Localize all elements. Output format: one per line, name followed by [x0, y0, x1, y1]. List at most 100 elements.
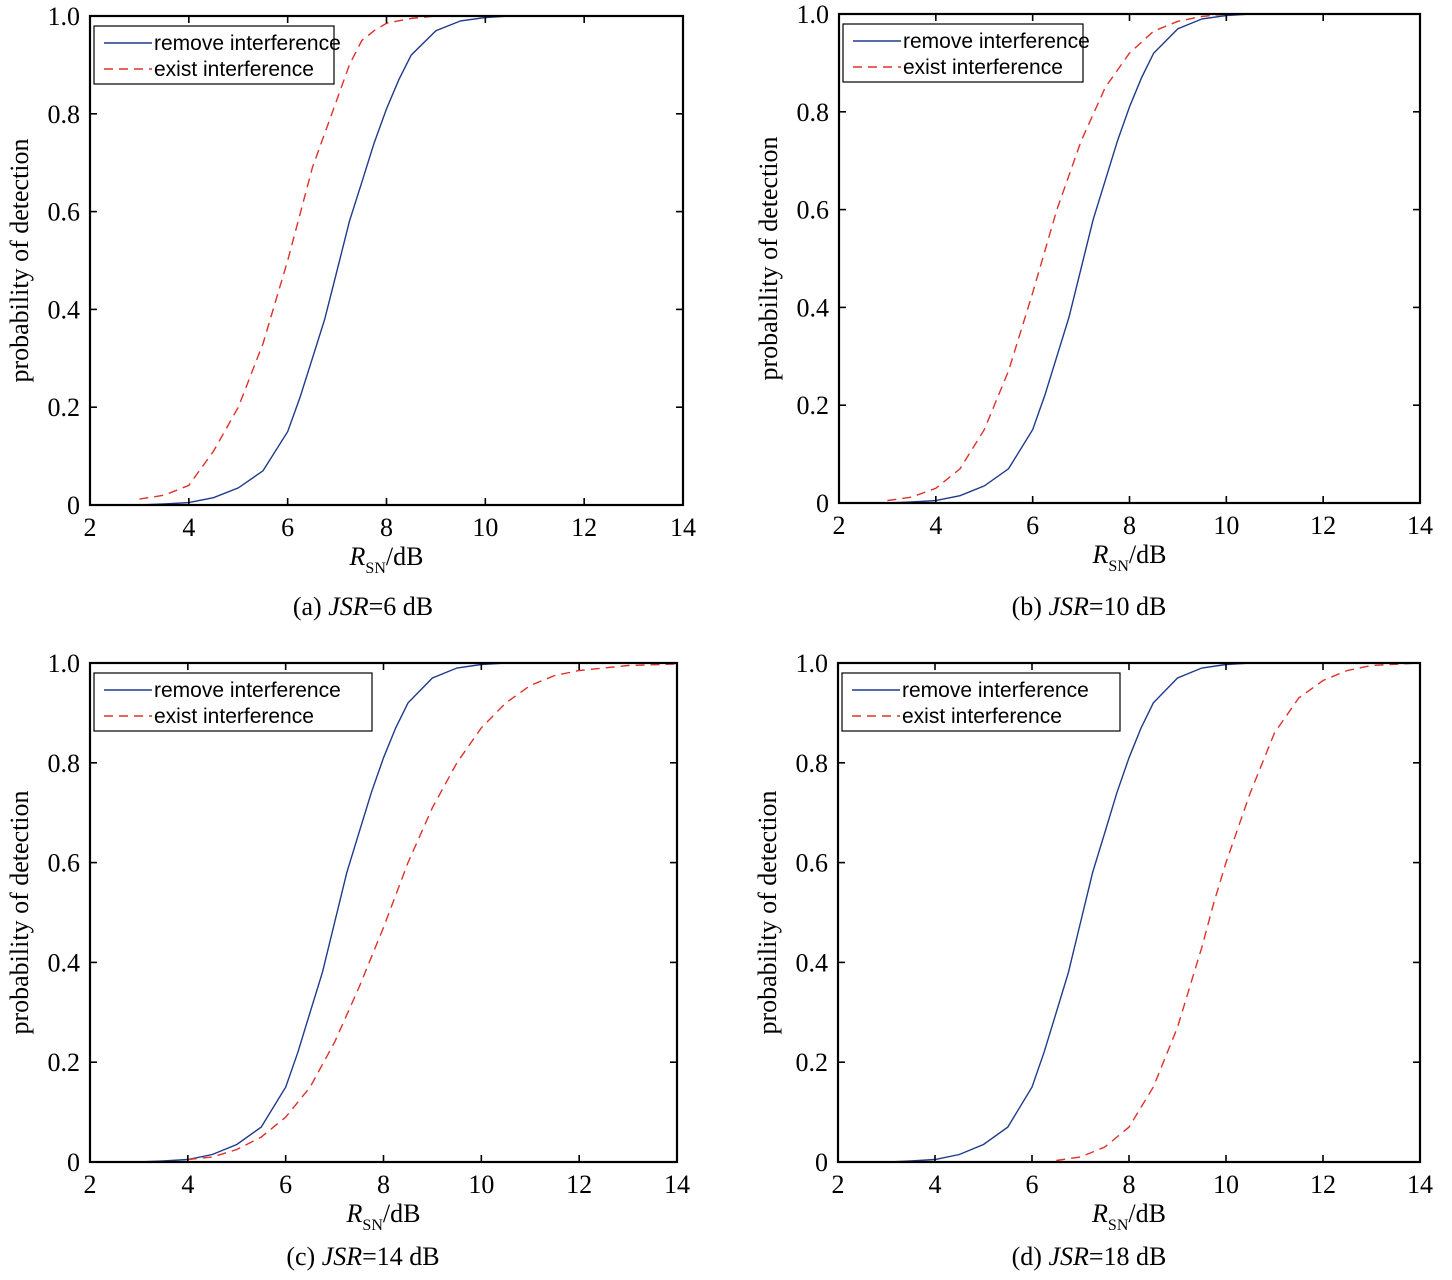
chart-c-series-remove-interference-line: [138, 662, 677, 1163]
chart-d-legend: remove interference exist interference: [841, 672, 1121, 732]
chart-a-x-axis-title: RSN/dB: [349, 542, 424, 577]
chart-b-legend-label: exist interference: [903, 56, 1063, 79]
chart-c-series-exist-interference-line: [187, 663, 678, 1161]
chart-d-y-tick-label: 0.4: [796, 948, 829, 977]
chart-b-y-tick-label: 0.6: [797, 196, 830, 225]
chart-c-plot: 2 4 6 8 10 12 14 0 0.2 0.4 0.6 0.8 1.0 RSN/dB probabil…: [5, 649, 690, 1234]
chart-b-caption: (b) JSR=10 dB: [1011, 592, 1167, 621]
chart-a-plot: 2 4 6 8 10 12 14 0 0.2 0.4 0.6 0.8 1.0 RSN/dB probabil…: [5, 2, 696, 577]
chart-c-x-tick-label: 12: [566, 1170, 592, 1199]
chart-b-x-tick-label: 4: [929, 511, 942, 540]
chart-d-y-tick-label: 0.8: [796, 749, 829, 778]
chart-c-y-axis-title: probability of detection: [5, 790, 34, 1034]
chart-a-series-remove-interference-line: [139, 15, 683, 506]
chart-a-x-tick-label: 2: [84, 513, 97, 542]
chart-b-x-tick-label: 14: [1407, 511, 1433, 540]
chart-panel-a: 2 4 6 8 10 12 14 0 0.2 0.4 0.6 0.8 1.0 RSN/dB probabil…: [0, 0, 726, 640]
chart-a-y-axis-title: probability of detection: [5, 138, 34, 382]
chart-d-caption: (d) JSR=18 dB: [1011, 1242, 1167, 1271]
chart-d-x-tick-label: 4: [929, 1170, 942, 1199]
chart-d-legend-label: remove interference: [902, 679, 1089, 702]
chart-c-x-tick-label: 4: [181, 1170, 194, 1199]
chart-a-legend-label: remove interference: [154, 32, 341, 55]
chart-d-x-tick-label: 8: [1123, 1170, 1136, 1199]
chart-a-x-tick-label: 8: [380, 513, 393, 542]
chart-b-y-tick-label: 0.2: [797, 391, 830, 420]
chart-b-legend-box: [842, 23, 1084, 83]
chart-d-legend-label: exist interference: [902, 705, 1062, 728]
chart-c-legend: remove interference exist interference: [93, 672, 373, 732]
chart-d-y-tick-label: 0.6: [796, 849, 829, 878]
chart-c-y-tick-label: 1.0: [48, 649, 81, 678]
chart-a-y-tick-label: 0.6: [48, 198, 81, 227]
chart-a-x-tick-label: 4: [182, 513, 195, 542]
chart-d-x-tick-label: 12: [1310, 1170, 1336, 1199]
chart-a-axes-frame: [88, 14, 685, 507]
chart-a-x-tick-label: 10: [472, 513, 498, 542]
chart-b-series-remove-interference-line: [887, 13, 1420, 504]
chart-c-caption: (c) JSR=14 dB: [286, 1242, 440, 1271]
chart-d-y-tick-label: 0: [815, 1148, 828, 1177]
chart-panel-b: 2 4 6 8 10 12 14 0 0.2 0.4 0.6 0.8 1.0 RSN/dB probabil…: [726, 0, 1452, 640]
chart-b-x-axis-title: RSN/dB: [1092, 540, 1167, 575]
chart-panel-d: 2 4 6 8 10 12 14 0 0.2 0.4 0.6 0.8 1.0 RSN/dB probabil…: [726, 640, 1452, 1280]
chart-a-x-tick-label: 12: [571, 513, 597, 542]
chart-b-legend: remove interference exist interference: [842, 23, 1090, 83]
chart-b-x-tick-label: 6: [1026, 511, 1039, 540]
chart-b-y-tick-label: 0.4: [797, 293, 830, 322]
chart-c-y-tick-label: 0.8: [48, 749, 81, 778]
chart-b-plot: 2 4 6 8 10 12 14 0 0.2 0.4 0.6 0.8 1.0 RSN/dB probabil…: [754, 0, 1433, 575]
chart-b-axes-frame: [837, 12, 1422, 505]
chart-d-plot: 2 4 6 8 10 12 14 0 0.2 0.4 0.6 0.8 1.0 RSN/dB probabil…: [753, 649, 1433, 1234]
chart-b-x-tick-label: 2: [833, 511, 846, 540]
chart-c-x-axis-title: RSN/dB: [346, 1199, 421, 1234]
chart-panel-c: 2 4 6 8 10 12 14 0 0.2 0.4 0.6 0.8 1.0 RSN/dB probabil…: [0, 640, 726, 1280]
chart-c-legend-box: [93, 672, 373, 732]
chart-a-x-tick-label: 6: [281, 513, 294, 542]
chart-b-y-axis-title: probability of detection: [754, 136, 783, 380]
chart-c-x-tick-label: 14: [664, 1170, 690, 1199]
chart-c-y-tick-label: 0.6: [48, 849, 81, 878]
chart-d-x-axis-title: RSN/dB: [1091, 1199, 1166, 1234]
chart-d-x-tick-label: 14: [1407, 1170, 1433, 1199]
chart-a-legend-label: exist interference: [154, 58, 314, 81]
chart-a-y-tick-label: 0.2: [48, 393, 81, 422]
chart-a-series-exist-interference-line: [139, 15, 683, 500]
chart-b-series-exist-interference-line: [887, 13, 1420, 502]
chart-a-y-tick-label: 0.4: [48, 295, 81, 324]
chart-b-x-tick-label: 8: [1123, 511, 1136, 540]
chart-c-axes-frame: [88, 661, 679, 1164]
chart-c-x-tick-label: 10: [468, 1170, 494, 1199]
chart-c-x-tick-label: 2: [84, 1170, 97, 1199]
chart-a-caption: (a) JSR=6 dB: [292, 592, 434, 621]
chart-a-y-tick-label: 1.0: [48, 2, 81, 31]
chart-c-legend-label: exist interference: [154, 705, 314, 728]
chart-d-y-axis-title: probability of detection: [753, 790, 782, 1034]
chart-c-y-tick-label: 0: [67, 1148, 80, 1177]
chart-d-series-exist-interference-line: [1056, 662, 1421, 1162]
chart-b-legend-label: remove interference: [903, 30, 1090, 53]
chart-b-y-tick-label: 0.8: [797, 98, 830, 127]
chart-b-x-tick-label: 10: [1213, 511, 1239, 540]
chart-a-legend-box: [93, 25, 335, 85]
chart-c-x-tick-label: 6: [279, 1170, 292, 1199]
chart-a-legend: remove interference exist interference: [93, 25, 341, 85]
chart-d-x-tick-label: 2: [832, 1170, 845, 1199]
chart-c-y-tick-label: 0.4: [48, 948, 81, 977]
chart-a-y-tick-label: 0.8: [48, 100, 81, 129]
chart-d-series-remove-interference-line: [886, 662, 1420, 1163]
chart-a-y-tick-label: 0: [67, 491, 80, 520]
chart-a-x-tick-label: 14: [670, 513, 696, 542]
chart-b-y-tick-label: 1.0: [797, 0, 830, 29]
chart-c-x-tick-label: 8: [377, 1170, 390, 1199]
chart-d-axes-frame: [836, 661, 1422, 1164]
chart-d-x-tick-label: 10: [1213, 1170, 1239, 1199]
chart-c-legend-label: remove interference: [154, 679, 341, 702]
chart-b-x-tick-label: 12: [1310, 511, 1336, 540]
chart-d-y-tick-label: 1.0: [796, 649, 829, 678]
chart-d-x-tick-label: 6: [1026, 1170, 1039, 1199]
chart-c-y-tick-label: 0.2: [48, 1048, 81, 1077]
chart-b-y-tick-label: 0: [816, 489, 829, 518]
chart-d-legend-box: [841, 672, 1121, 732]
chart-d-y-tick-label: 0.2: [796, 1048, 829, 1077]
